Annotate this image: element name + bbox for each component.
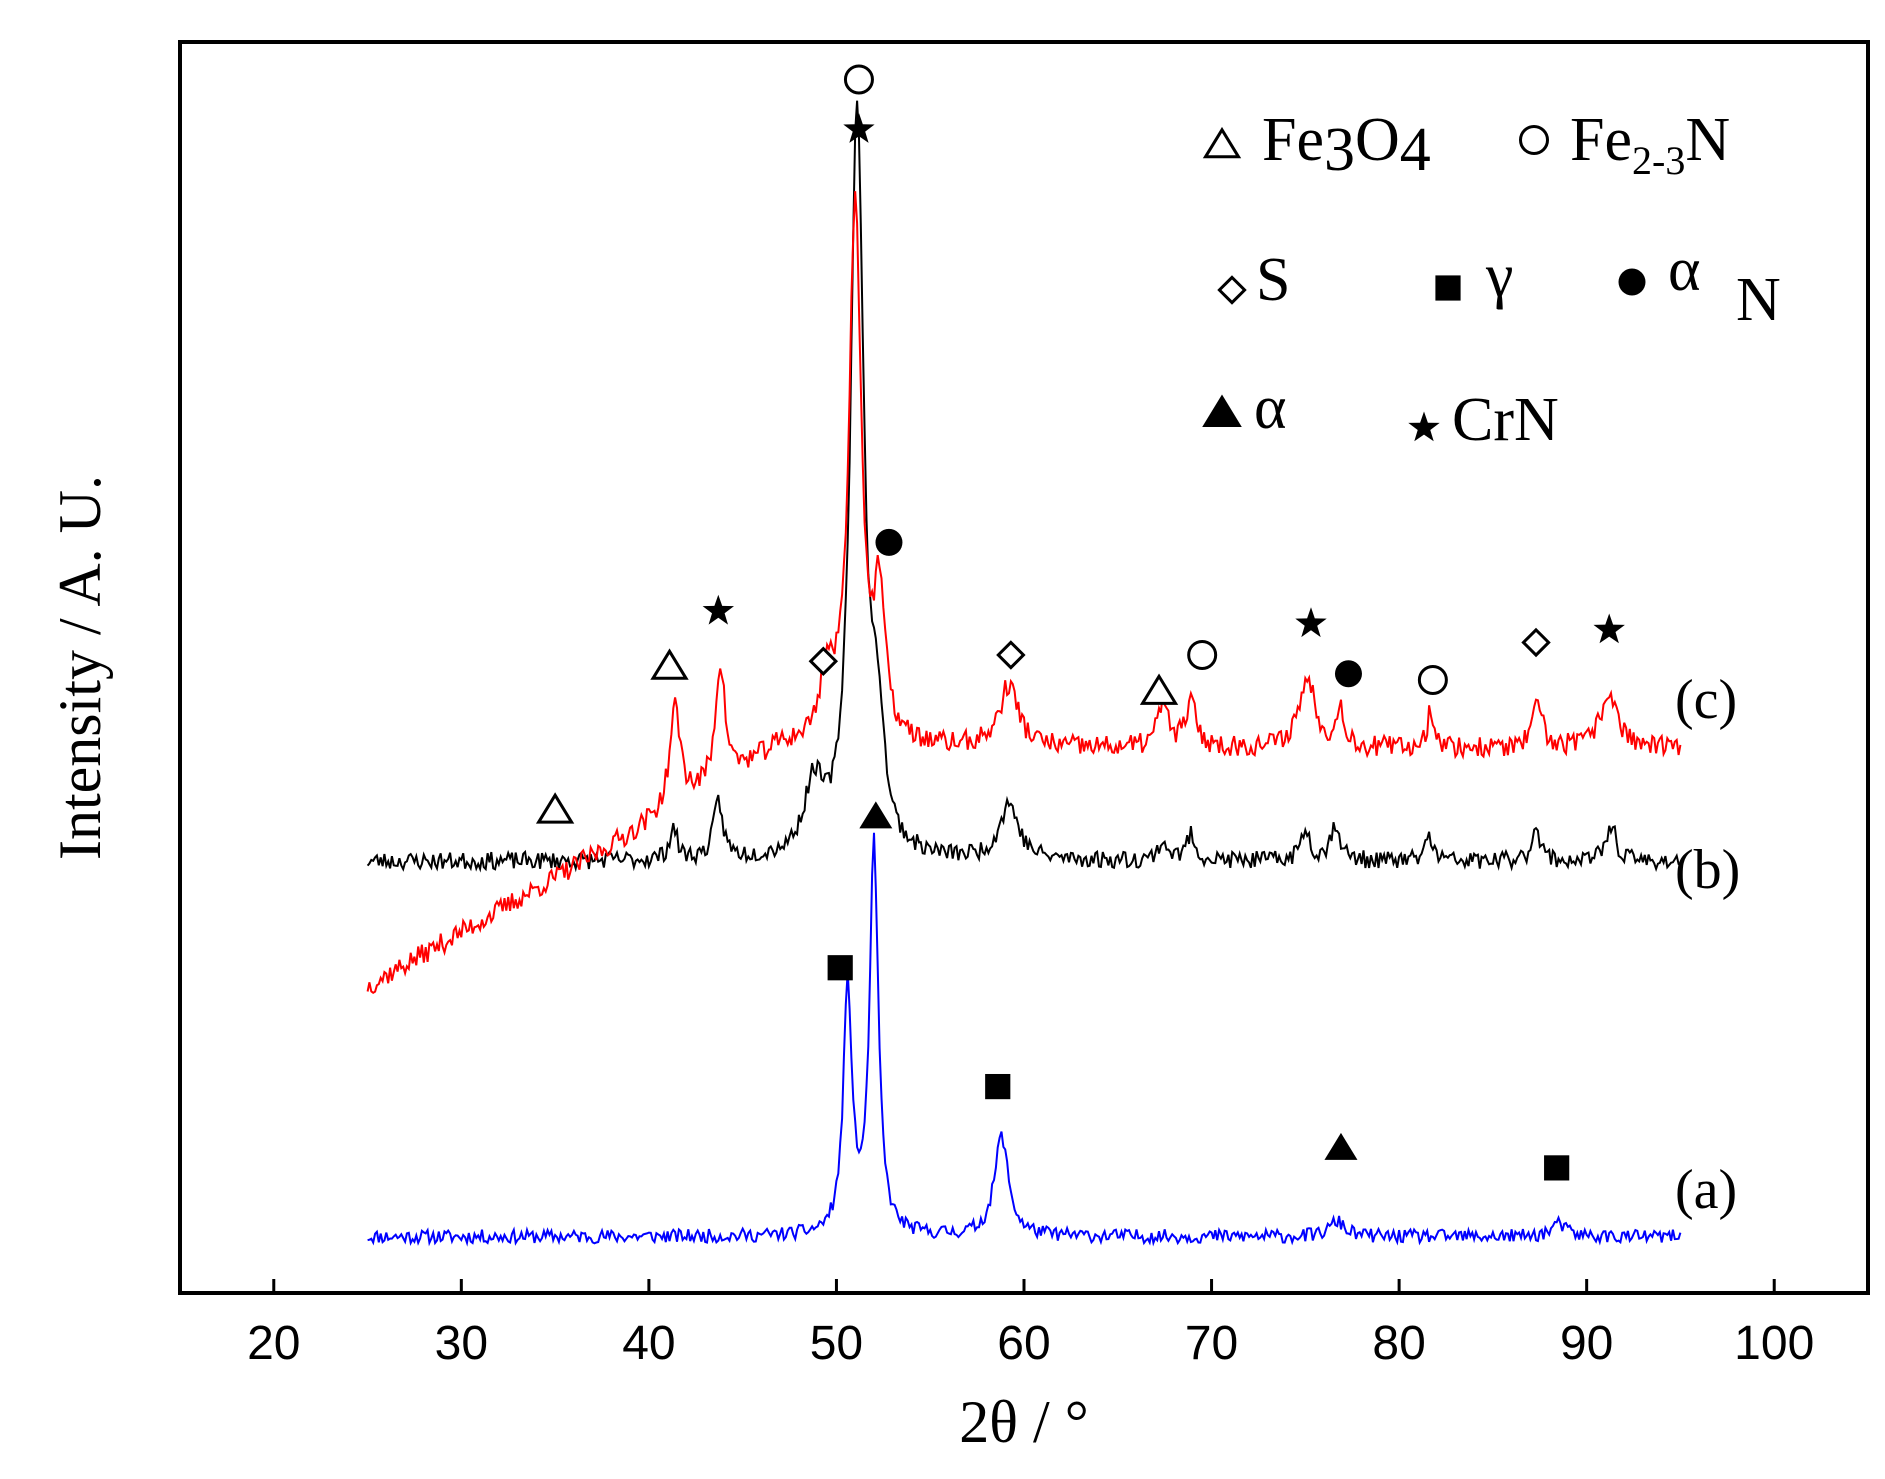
series-line-a <box>367 832 1682 1247</box>
legend-label-alpha-n: α <box>1668 236 1700 304</box>
legend-label-crn: CrN <box>1452 386 1559 454</box>
legend-symbol-open-triangle <box>1202 126 1242 159</box>
peak-marker-star <box>702 594 734 625</box>
x-tick-label: 100 <box>1734 1317 1814 1370</box>
peak-marker-star <box>1295 607 1327 638</box>
plot-frame <box>178 40 1870 1295</box>
peak-marker-open-circle <box>1187 639 1218 670</box>
legend-label-s: S <box>1256 246 1290 314</box>
legend-symbol-open-circle <box>1519 125 1549 155</box>
curve-label-c: (c) <box>1675 669 1737 731</box>
peak-markers <box>535 64 1625 1181</box>
x-tick-label: 60 <box>997 1317 1050 1370</box>
x-axis-ticks: 20 30 40 50 60 70 80 90 100 <box>247 1279 1814 1370</box>
x-tick-label: 80 <box>1372 1317 1425 1370</box>
peak-marker-open-diamond <box>1521 627 1551 658</box>
peak-marker-filled-triangle <box>859 801 893 829</box>
series-line-c <box>366 191 1682 995</box>
peak-marker-filled-square <box>1544 1155 1570 1181</box>
x-tick-label: 30 <box>435 1317 488 1370</box>
legend-label-fe3o4: Fe3O4 <box>1262 106 1431 184</box>
legend-label-alpha: α <box>1254 374 1286 442</box>
peak-marker-filled-circle <box>875 528 903 556</box>
x-tick-label: 20 <box>247 1317 300 1370</box>
x-tick-label: 70 <box>1185 1317 1238 1370</box>
peak-marker-star <box>1593 613 1625 644</box>
x-tick-label: 40 <box>622 1317 675 1370</box>
series-layer <box>366 100 1682 1247</box>
peak-marker-open-circle <box>843 64 874 95</box>
legend-symbol-open-diamond <box>1217 275 1247 305</box>
y-axis-label: Intensity / A. U. <box>47 475 113 860</box>
x-tick-label: 50 <box>810 1317 863 1370</box>
peak-marker-open-diamond <box>808 646 839 676</box>
peak-marker-open-diamond <box>996 640 1026 670</box>
legend-symbol-filled-triangle <box>1202 394 1242 427</box>
peak-marker-filled-square <box>827 955 853 981</box>
x-tick-label: 90 <box>1560 1317 1613 1370</box>
legend-label-gamma: γ <box>1485 242 1513 310</box>
legend-label-fe23n: Fe2-3N <box>1570 106 1730 183</box>
peak-marker-star <box>843 113 875 143</box>
peak-marker-open-circle <box>1417 665 1448 696</box>
peak-marker-open-triangle <box>650 648 689 680</box>
curve-label-b: (b) <box>1675 839 1740 901</box>
peak-marker-open-triangle <box>535 792 575 824</box>
peak-marker-filled-square <box>985 1073 1011 1100</box>
x-axis-label: 2θ / ° <box>959 1389 1088 1455</box>
legend-symbol-filled-square <box>1435 275 1461 301</box>
peak-marker-filled-triangle <box>1324 1132 1358 1160</box>
legend-label-alpha-n-sub: N <box>1736 266 1781 334</box>
legend-symbol-filled-circle <box>1618 268 1646 296</box>
peak-marker-open-triangle <box>1139 673 1179 705</box>
legend-symbols <box>1202 125 1646 442</box>
curve-label-a: (a) <box>1675 1159 1737 1221</box>
legend-symbol-star <box>1408 411 1440 442</box>
peak-marker-filled-circle <box>1334 660 1362 688</box>
legend: Fe3O4 Fe2-3N S γ α N α CrN <box>1254 106 1781 454</box>
